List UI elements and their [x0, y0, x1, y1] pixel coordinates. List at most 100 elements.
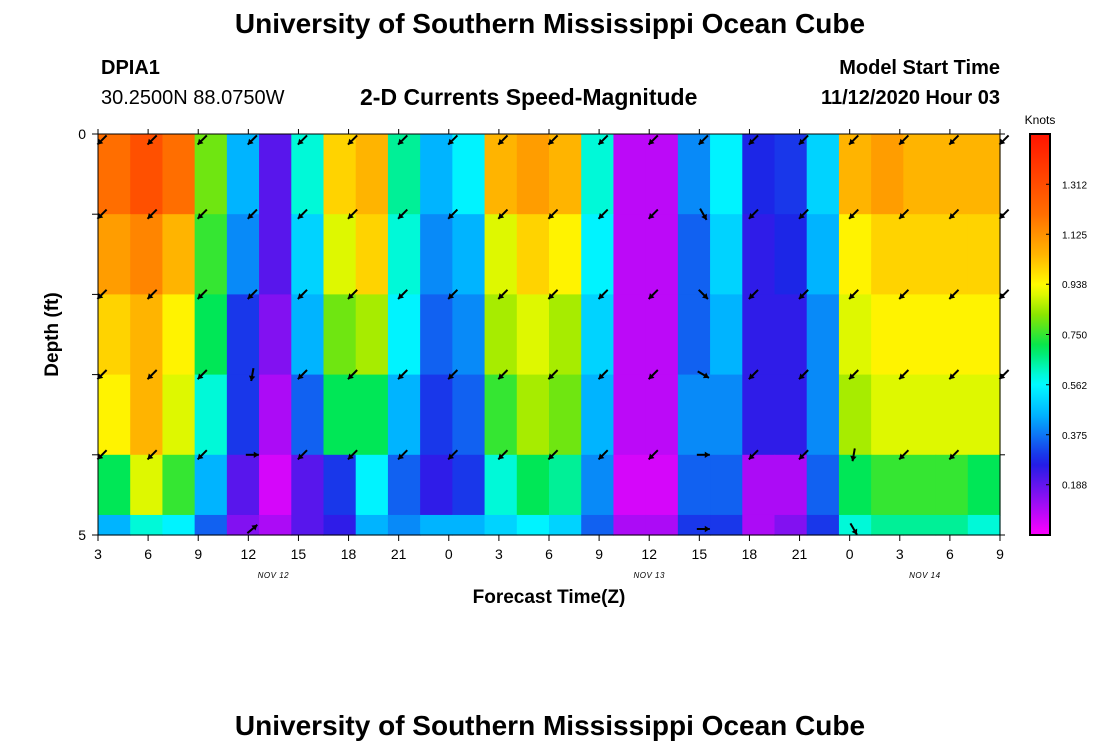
arrow-head [448, 138, 455, 145]
heatmap-cell [291, 454, 325, 516]
heatmap-cell [742, 134, 776, 215]
arrow-head [899, 373, 906, 380]
arrow-head [702, 293, 708, 299]
y-tick-label: 0 [78, 126, 86, 142]
x-axis-title: Forecast Time(Z) [473, 587, 626, 608]
heatmap-cell [484, 454, 518, 516]
heatmap-cell [355, 294, 389, 376]
arrow-head [147, 212, 154, 219]
heatmap-cell [420, 374, 453, 456]
arrow-head [347, 373, 354, 380]
arrow-head [704, 525, 710, 533]
arrow-head [798, 138, 805, 145]
heatmap-cell [935, 514, 969, 536]
heatmap-cell [903, 374, 937, 456]
arrow-head [702, 372, 709, 379]
heatmap-cell [806, 134, 840, 215]
current-arrow [748, 449, 759, 461]
arrow-head [297, 212, 304, 219]
current-arrow [547, 289, 559, 300]
arrow-head [253, 451, 259, 459]
heatmap-cell [130, 454, 164, 516]
x-tick-label: 21 [391, 546, 407, 562]
heatmap-cell [742, 374, 776, 456]
heatmap-cell [871, 134, 904, 215]
current-arrow [597, 289, 609, 300]
station-coords: 30.2500N 88.0750W [101, 87, 285, 109]
x-tick-label: 3 [896, 546, 904, 562]
arrow-head [748, 453, 755, 460]
current-arrow [96, 369, 108, 380]
arrow-head [748, 373, 755, 380]
current-arrow [696, 451, 710, 459]
current-arrow [397, 369, 408, 380]
arrow-head [147, 453, 154, 460]
x-tick-label: 6 [946, 546, 954, 562]
current-arrow [347, 449, 358, 461]
arrow-head [448, 373, 455, 380]
arrow-head [197, 138, 204, 145]
heatmap-cell [677, 294, 711, 376]
current-arrow [547, 134, 559, 146]
heatmap-cell [806, 514, 840, 536]
arrow-head [748, 138, 755, 145]
heatmap-cell [452, 514, 486, 536]
current-arrow [848, 369, 859, 380]
current-arrow [297, 134, 308, 146]
heatmap-cell [677, 214, 711, 295]
current-arrow [898, 208, 910, 220]
arrow-head [949, 212, 956, 219]
current-arrow [297, 208, 308, 220]
arrow-head [598, 293, 605, 299]
heatmap-cell [323, 294, 357, 376]
arrow-head [347, 212, 354, 219]
x-tick-label: 18 [341, 546, 357, 562]
heatmap-cell [645, 294, 679, 376]
heatmap-cell [194, 514, 228, 536]
x-tick-label: 9 [194, 546, 202, 562]
current-arrow [497, 449, 509, 461]
current-arrow [748, 289, 759, 300]
current-arrow [247, 289, 258, 300]
heatmap-cell [935, 374, 969, 456]
current-arrow [447, 289, 459, 300]
heatmap-cell [581, 214, 615, 295]
current-arrow [146, 369, 158, 380]
arrow-head [999, 138, 1006, 145]
heatmap-cell [677, 374, 711, 456]
arrow-head [147, 293, 154, 299]
heatmap-cell [323, 374, 357, 456]
heatmap-cell [613, 214, 647, 295]
current-arrow [948, 289, 960, 300]
heatmap-cell [710, 294, 743, 376]
arrow-head [197, 293, 204, 299]
heatmap-cell [387, 214, 421, 295]
heatmap-cell [742, 514, 776, 536]
current-arrow [647, 289, 659, 300]
current-arrow [647, 134, 659, 146]
current-arrow [597, 134, 609, 146]
arrow-head [97, 212, 104, 219]
current-arrow [597, 369, 609, 380]
current-arrow [447, 134, 459, 146]
current-arrow [447, 369, 459, 380]
heatmap-cell [452, 134, 486, 215]
model-start-value: 11/12/2020 Hour 03 [820, 87, 1000, 109]
heatmap-cell [420, 294, 453, 376]
heatmap-cell [774, 374, 808, 456]
current-arrow [347, 369, 358, 380]
heatmap-cell [677, 454, 711, 516]
heatmap-cell [774, 514, 808, 536]
heatmap-cell [774, 134, 808, 215]
arrow-head [347, 453, 354, 460]
current-arrow [397, 289, 408, 300]
heatmap-cell [838, 134, 872, 215]
heatmap-cell [967, 134, 1001, 215]
colorbar-tick-label: 0.375 [1062, 431, 1087, 442]
heatmap-cell [645, 374, 679, 456]
heatmap-cell [967, 454, 1001, 516]
arrow-head [297, 453, 304, 460]
heatmap-cell [259, 214, 292, 295]
x-tick-label: 0 [445, 546, 453, 562]
heatmap-cell [387, 294, 421, 376]
